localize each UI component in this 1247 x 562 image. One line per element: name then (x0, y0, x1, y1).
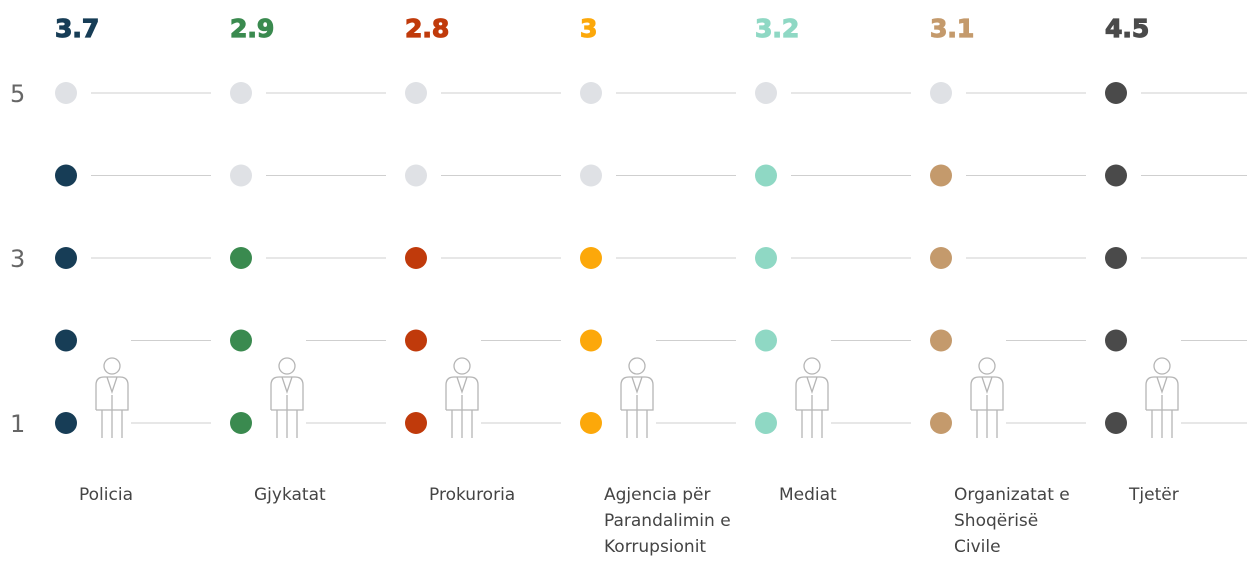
rating-dot (755, 412, 777, 434)
icon-part (795, 376, 829, 438)
rating-dot (930, 329, 952, 352)
value-label: 3.1 (930, 14, 974, 43)
rating-dot (55, 412, 77, 434)
rating-dot (930, 412, 952, 434)
rating-dot (930, 82, 952, 104)
rating-dot (755, 82, 777, 104)
icon-part (278, 357, 296, 375)
icon-part (103, 357, 121, 375)
icon-part (803, 357, 821, 375)
icon-part (628, 357, 646, 375)
rating-dot (930, 164, 952, 187)
rating-dot (405, 82, 427, 104)
category-label: Mediat (779, 485, 837, 505)
rating-dot (230, 164, 252, 187)
rating-dot (230, 247, 252, 269)
rating-dot (580, 164, 602, 187)
value-label: 3 (580, 14, 597, 43)
rating-dot (230, 412, 252, 434)
rating-dot (405, 164, 427, 187)
person-icon (1145, 357, 1179, 438)
person-icon (970, 357, 1004, 438)
rating-dot (405, 412, 427, 434)
value-label: 4.5 (1105, 14, 1149, 43)
rating-dot (755, 329, 777, 352)
icon-part (970, 376, 1004, 438)
rating-dot (1105, 247, 1127, 269)
y-tick-label: 3 (10, 245, 25, 273)
category-label: Agjencia për Parandalimin e Korrupsionit (604, 485, 731, 557)
rating-dot (55, 247, 77, 269)
rating-dot (1105, 164, 1127, 187)
rating-dot (55, 164, 77, 187)
icon-part (95, 376, 129, 438)
icon-part (270, 376, 304, 438)
icon-part (1153, 357, 1171, 375)
rating-dot (55, 329, 77, 352)
y-tick-label: 1 (10, 410, 25, 438)
person-icon (620, 357, 654, 438)
rating-dot (580, 247, 602, 269)
value-label: 2.9 (230, 14, 274, 43)
category-label: Tjetër (1129, 485, 1179, 505)
rating-dot (230, 329, 252, 352)
icon-part (620, 376, 654, 438)
value-label: 3.2 (755, 14, 799, 43)
rating-dot (755, 164, 777, 187)
rating-dot (1105, 82, 1127, 104)
rating-dot (230, 82, 252, 104)
icon-part (978, 357, 996, 375)
rating-dot (580, 82, 602, 104)
person-icon (95, 357, 129, 438)
person-icon (270, 357, 304, 438)
icon-part (1145, 376, 1179, 438)
rating-dot (405, 247, 427, 269)
category-label: Policia (79, 485, 133, 505)
rating-dot (1105, 412, 1127, 434)
category-label: Prokuroria (429, 485, 516, 505)
icon-part (445, 376, 479, 438)
rating-dot (55, 82, 77, 104)
person-icon (795, 357, 829, 438)
value-label: 3.7 (55, 14, 99, 43)
person-icon (445, 357, 479, 438)
rating-dot (930, 247, 952, 269)
category-label: Organizatat e Shoqërisë Civile (954, 485, 1070, 557)
rating-dot (1105, 329, 1127, 352)
rating-dot (580, 412, 602, 434)
y-tick-label: 5 (10, 80, 25, 108)
icon-part (453, 357, 471, 375)
rating-dot (755, 247, 777, 269)
category-label: Gjykatat (254, 485, 326, 505)
rating-dot (580, 329, 602, 352)
value-label: 2.8 (405, 14, 449, 43)
rating-dot (405, 329, 427, 352)
